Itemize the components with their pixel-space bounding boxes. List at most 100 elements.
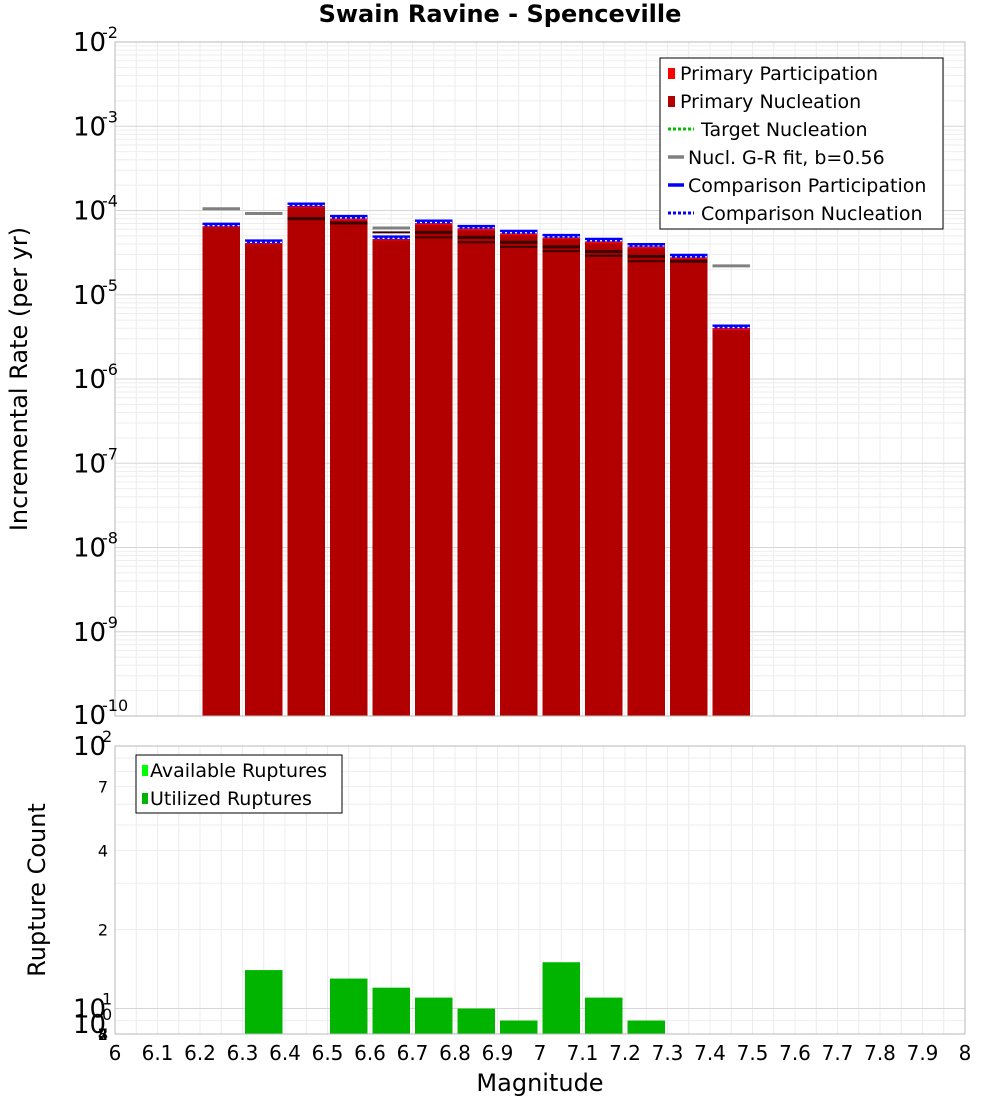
bottom-y-tick-minor: 4 <box>98 841 108 860</box>
top-y-tick-exponent: -7 <box>102 444 118 463</box>
x-tick-label: 6.7 <box>397 1041 429 1065</box>
x-tick-label: 6.5 <box>312 1041 344 1065</box>
legend-label-1: Primary Nucleation <box>680 91 861 113</box>
top-y-tick-base: 10 <box>73 618 106 648</box>
legend-swatch-bar <box>142 765 148 776</box>
x-axis-label: Magnitude <box>476 1069 603 1097</box>
legend-label-5: Comparison Nucleation <box>701 203 923 225</box>
x-tick-label: 6.4 <box>269 1041 301 1065</box>
bottom-legend <box>135 754 343 814</box>
bar-utilized-ruptures <box>330 978 368 1034</box>
bottom-legend-label-0: Available Ruptures <box>150 760 327 782</box>
x-tick-label: 6.3 <box>227 1041 259 1065</box>
top-y-tick-exponent: -2 <box>102 23 118 42</box>
legend-swatch-bar <box>668 68 675 79</box>
top-y-tick-base: 10 <box>73 534 106 564</box>
bar-utilized-ruptures <box>500 1020 538 1034</box>
top-y-tick-base: 10 <box>73 197 106 227</box>
top-legend-box <box>659 57 944 230</box>
bar-primary-nucleation <box>627 248 665 717</box>
top-y-tick-base: 10 <box>73 449 106 479</box>
bar-primary-nucleation <box>500 235 538 716</box>
top-legend <box>659 57 944 230</box>
bar-utilized-ruptures <box>457 1008 495 1034</box>
top-y-tick-exponent: -5 <box>102 276 118 295</box>
bottom-y-tick-exponent: 0 <box>102 1005 112 1024</box>
bar-utilized-ruptures <box>415 997 453 1034</box>
bar-utilized-ruptures <box>585 997 623 1034</box>
x-tick-label: 6.6 <box>354 1041 386 1065</box>
legend-label-2: Target Nucleation <box>700 119 868 141</box>
bottom-y-tick-minor: 2 <box>98 921 108 940</box>
bottom-y-tick-base: 10 <box>73 995 106 1025</box>
bar-utilized-ruptures <box>627 1020 665 1034</box>
bottom-y-tick-minor: 8 <box>98 1025 108 1044</box>
bar-utilized-ruptures <box>245 970 283 1034</box>
bar-primary-nucleation <box>202 227 240 716</box>
bar-primary-nucleation <box>245 244 283 716</box>
chart-title: Swain Ravine - Spenceville <box>319 0 682 28</box>
bar-primary-nucleation <box>457 230 495 716</box>
top-y-tick-exponent: -9 <box>102 613 118 632</box>
x-tick-label: 7.5 <box>737 1041 769 1065</box>
x-tick-label: 7.2 <box>609 1041 641 1065</box>
bottom-bars <box>245 962 665 1034</box>
x-tick-label: 6.8 <box>439 1041 471 1065</box>
legend-swatch-bar <box>142 793 148 804</box>
x-tick-label: 7.8 <box>864 1041 896 1065</box>
gr-fit-segments <box>202 207 750 268</box>
x-tick-label: 7.1 <box>567 1041 599 1065</box>
x-tick-label: 6 <box>109 1041 122 1065</box>
top-y-tick-base: 10 <box>73 28 106 58</box>
x-tick-label: 6.1 <box>142 1041 174 1065</box>
top-y-tick-exponent: -4 <box>102 192 118 211</box>
legend-label-0: Primary Participation <box>680 63 878 85</box>
bar-primary-nucleation <box>712 330 750 716</box>
x-tick-label: 6.2 <box>184 1041 216 1065</box>
top-y-tick-exponent: -6 <box>102 360 118 379</box>
top-y-tick-exponent: -3 <box>102 107 118 126</box>
bottom-y-axis-label: Rupture Count <box>23 803 51 977</box>
bar-utilized-ruptures <box>542 962 580 1034</box>
x-tick-label: 7.6 <box>779 1041 811 1065</box>
bar-primary-nucleation <box>542 238 580 716</box>
top-bars <box>202 202 750 717</box>
bottom-legend-label-1: Utilized Ruptures <box>150 788 312 810</box>
bar-primary-nucleation <box>585 243 623 716</box>
top-y-axis-label: Incremental Rate (per yr) <box>5 227 33 531</box>
bottom-y-tick-minor: 4 <box>98 1025 108 1044</box>
legend-swatch-bar <box>668 96 675 107</box>
bar-primary-nucleation <box>372 240 410 716</box>
bottom-y-tick-base: 10 <box>73 1010 106 1040</box>
x-tick-label: 8 <box>959 1041 972 1065</box>
top-y-tick-base: 10 <box>73 701 106 731</box>
bottom-y-tick-minor: 2 <box>98 1025 108 1044</box>
legend-label-4: Comparison Participation <box>688 175 926 197</box>
x-tick-label: 7.7 <box>822 1041 854 1065</box>
x-tick-label: 7.9 <box>907 1041 939 1065</box>
bottom-y-tick-base: 10 <box>73 732 106 762</box>
bottom-plot-frame <box>114 745 966 1035</box>
bar-primary-nucleation <box>415 225 453 716</box>
bottom-legend-box <box>135 754 343 814</box>
x-tick-label: 7 <box>534 1041 547 1065</box>
bottom-y-tick-exponent: 2 <box>102 727 112 746</box>
bar-primary-nucleation <box>330 220 368 717</box>
top-y-tick-exponent: -8 <box>102 529 118 548</box>
top-y-tick-exponent: -10 <box>102 696 128 715</box>
bar-primary-nucleation <box>287 207 325 716</box>
bar-primary-nucleation <box>670 259 708 716</box>
bar-utilized-ruptures <box>372 987 410 1034</box>
top-y-tick-base: 10 <box>73 365 106 395</box>
bottom-y-tick-minor: 7 <box>98 1025 108 1044</box>
bottom-y-tick-minor: 7 <box>98 778 108 797</box>
x-tick-label: 7.4 <box>694 1041 726 1065</box>
legend-label-3: Nucl. G-R fit, b=0.56 <box>688 147 885 169</box>
top-y-tick-base: 10 <box>73 112 106 142</box>
top-plot-frame <box>114 41 966 717</box>
top-y-tick-base: 10 <box>73 281 106 311</box>
bottom-y-tick-exponent: 1 <box>102 990 112 1009</box>
x-tick-label: 6.9 <box>482 1041 514 1065</box>
x-tick-label: 7.3 <box>652 1041 684 1065</box>
